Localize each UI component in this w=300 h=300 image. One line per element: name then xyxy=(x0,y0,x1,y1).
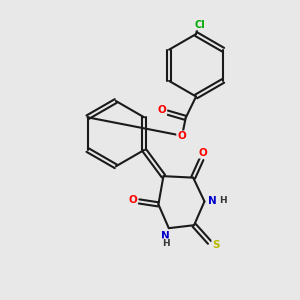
Text: N: N xyxy=(161,231,170,241)
Text: O: O xyxy=(128,195,137,205)
Text: O: O xyxy=(177,131,186,141)
Text: O: O xyxy=(199,148,207,158)
Text: H: H xyxy=(219,196,227,205)
Text: N: N xyxy=(208,196,217,206)
Text: O: O xyxy=(158,105,166,115)
Text: Cl: Cl xyxy=(194,20,205,30)
Text: H: H xyxy=(162,239,169,248)
Text: S: S xyxy=(212,240,220,250)
